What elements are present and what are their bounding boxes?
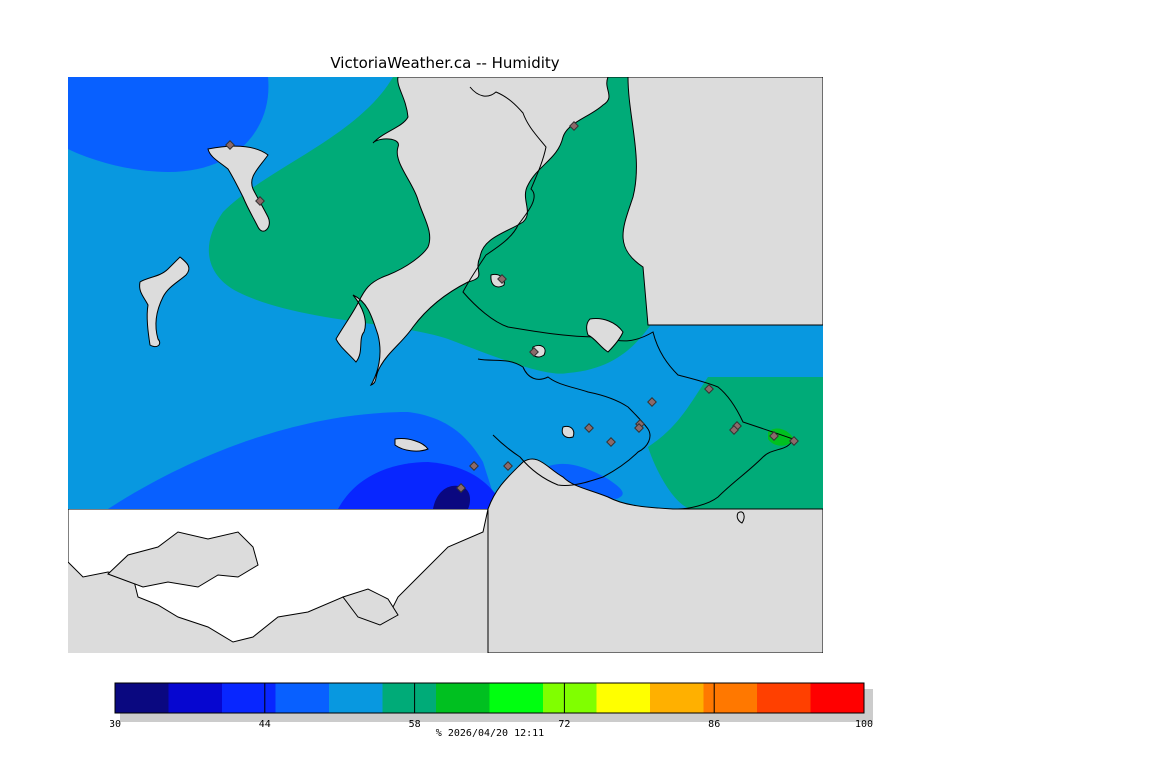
island-small-c bbox=[736, 511, 745, 524]
legend-band bbox=[329, 683, 383, 713]
station-marker bbox=[225, 140, 235, 150]
juan-de-fuca-east bbox=[487, 458, 823, 653]
station-markers bbox=[225, 121, 799, 493]
legend-tick-label: 30 bbox=[110, 719, 121, 730]
station-marker bbox=[769, 431, 779, 441]
legend-tick-label: 100 bbox=[855, 719, 873, 730]
caption-unit: % bbox=[435, 728, 442, 739]
station-marker bbox=[456, 483, 466, 493]
legend-band bbox=[436, 683, 490, 713]
island-west bbox=[139, 256, 190, 348]
islands bbox=[139, 145, 745, 524]
island-peninsula-tip bbox=[561, 426, 575, 438]
water-areas bbox=[335, 77, 823, 653]
olympic-coast-inlet bbox=[107, 531, 259, 588]
deep-blue-zone-inlet bbox=[538, 463, 623, 499]
legend-band bbox=[650, 683, 704, 713]
station-marker bbox=[729, 425, 739, 435]
legend-band bbox=[382, 683, 437, 713]
station-marker bbox=[584, 423, 594, 433]
legend-tick-label: 44 bbox=[259, 719, 271, 730]
legend-band bbox=[222, 683, 276, 713]
legend-tick-label: 72 bbox=[558, 719, 570, 730]
strait-georgia-east bbox=[335, 77, 823, 387]
legend-caption: % 2026/04/20 12:11 bbox=[0, 728, 980, 739]
island-small-b bbox=[394, 438, 429, 452]
station-marker bbox=[647, 397, 657, 407]
legend-band bbox=[115, 683, 169, 713]
station-marker bbox=[529, 347, 539, 357]
peninsula-shape bbox=[342, 588, 399, 626]
station-marker bbox=[503, 461, 513, 471]
legend-tick-label: 58 bbox=[409, 719, 421, 730]
station-marker bbox=[789, 436, 799, 446]
legend-bands bbox=[114, 682, 865, 714]
legend-band bbox=[543, 683, 597, 713]
legend-band bbox=[275, 683, 330, 713]
humidity-map bbox=[68, 77, 823, 653]
caption-timestamp: 2026/04/20 12:11 bbox=[447, 728, 545, 739]
teal-zone-saanich bbox=[648, 377, 823, 509]
legend-tick-label: 86 bbox=[708, 719, 720, 730]
station-marker bbox=[634, 423, 644, 433]
legend-ticks: 30 44 58 72 86 100 bbox=[110, 683, 873, 730]
island-saltspring bbox=[586, 318, 624, 353]
legend-band bbox=[168, 683, 223, 713]
legend-band bbox=[757, 683, 811, 713]
legend-band bbox=[489, 683, 544, 713]
inland-sea bbox=[622, 77, 823, 326]
station-marker bbox=[469, 461, 479, 471]
island-lake bbox=[207, 145, 270, 232]
bay-outline bbox=[477, 358, 651, 486]
legend-band bbox=[596, 683, 651, 713]
station-marker bbox=[569, 121, 579, 131]
map-title: VictoriaWeather.ca -- Humidity bbox=[330, 54, 560, 72]
station-marker bbox=[255, 196, 265, 206]
legend-band bbox=[703, 683, 758, 713]
station-marker bbox=[606, 437, 616, 447]
station-marker bbox=[704, 384, 714, 394]
station-marker bbox=[497, 274, 507, 284]
color-legend: 30 44 58 72 86 100 bbox=[110, 682, 873, 730]
legend-band bbox=[810, 683, 865, 713]
